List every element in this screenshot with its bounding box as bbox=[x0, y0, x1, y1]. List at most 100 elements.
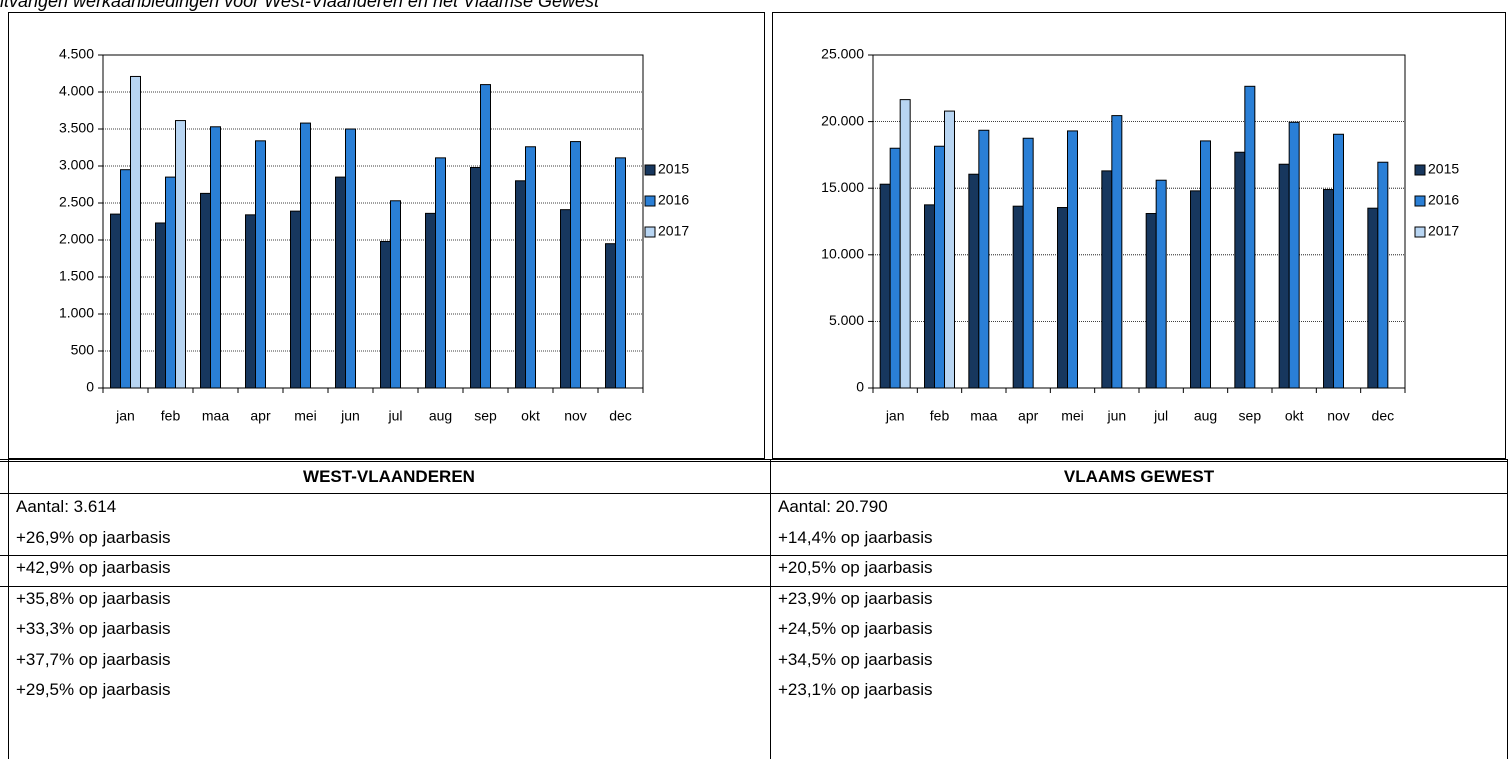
bar bbox=[1101, 170, 1113, 389]
bar bbox=[200, 192, 211, 389]
bar bbox=[1022, 137, 1034, 389]
table-cell: +20,5% op jaarbasis bbox=[770, 553, 1508, 584]
bar bbox=[1234, 151, 1246, 389]
chart-frame bbox=[8, 12, 765, 459]
bar bbox=[130, 75, 141, 389]
bar bbox=[120, 169, 131, 389]
bar bbox=[1190, 190, 1201, 389]
y-tick-label: 3.000 bbox=[59, 157, 94, 173]
x-tick-label: apr bbox=[1018, 408, 1039, 424]
legend-label: 2017 bbox=[658, 223, 689, 239]
legend-swatch bbox=[644, 226, 656, 238]
y-tick-label: 500 bbox=[71, 342, 95, 358]
chart-frame bbox=[772, 12, 1506, 459]
x-tick-label: jun bbox=[340, 408, 360, 424]
bar bbox=[924, 204, 935, 389]
x-tick-label: sep bbox=[1239, 408, 1262, 424]
legend-swatch bbox=[644, 195, 656, 207]
x-tick-label: jan bbox=[885, 408, 905, 424]
bar bbox=[978, 129, 990, 389]
x-tick-label: sep bbox=[474, 408, 497, 424]
charts: 0 500 1.000 1.500 2.000 2.500 3.000 3.500 4.000 4… bbox=[8, 12, 1506, 459]
legend-label: 2015 bbox=[1428, 161, 1459, 177]
cell-text: +20,5% op jaarbasis bbox=[778, 558, 933, 577]
bar bbox=[110, 213, 121, 389]
bar bbox=[1155, 179, 1167, 389]
bar bbox=[570, 141, 581, 389]
y-tick-label: 20.000 bbox=[821, 112, 864, 128]
bar bbox=[470, 166, 481, 389]
bar bbox=[944, 110, 955, 389]
cell-text: +33,3% op jaarbasis bbox=[16, 619, 171, 638]
cell-text: +24,5% op jaarbasis bbox=[778, 619, 933, 638]
cell-text: +29,5% op jaarbasis bbox=[16, 680, 171, 699]
table-cell: +42,9% op jaarbasis bbox=[8, 553, 770, 584]
y-tick-label: 15.000 bbox=[821, 179, 864, 195]
x-tick-label: dec bbox=[1372, 408, 1395, 424]
x-tick-label: maa bbox=[970, 408, 997, 424]
bar bbox=[1377, 161, 1389, 389]
bar bbox=[290, 210, 301, 389]
bar bbox=[1012, 205, 1024, 389]
bar bbox=[390, 200, 401, 389]
cell-text: Aantal: 3.614 bbox=[16, 497, 117, 516]
bar bbox=[615, 157, 626, 389]
y-tick-label: 1.000 bbox=[59, 305, 94, 321]
x-tick-label: feb bbox=[161, 408, 181, 424]
bar bbox=[1244, 85, 1256, 389]
y-tick-label: 2.500 bbox=[59, 194, 94, 210]
x-tick-label: mei bbox=[294, 408, 317, 424]
cell-text: +37,7% op jaarbasis bbox=[16, 649, 171, 669]
x-tick-label: nov bbox=[564, 408, 587, 424]
table-border bbox=[0, 585, 1508, 587]
legend-label: 2016 bbox=[1428, 192, 1459, 208]
bar bbox=[165, 176, 176, 389]
y-tick-label: 2.000 bbox=[59, 231, 94, 247]
y-tick-label: 1.500 bbox=[59, 268, 94, 284]
bar bbox=[255, 140, 266, 389]
x-tick-label: okt bbox=[1285, 408, 1304, 424]
table-header: VLAAMS GEWEST bbox=[1063, 467, 1215, 486]
x-tick-label: okt bbox=[521, 408, 540, 424]
bar bbox=[1367, 207, 1379, 389]
table-border bbox=[8, 459, 9, 759]
bar bbox=[1323, 189, 1334, 389]
bar bbox=[480, 84, 491, 389]
x-tick-label: apr bbox=[250, 408, 271, 424]
table-cell: +35,8% op jaarbasis +33,3% op jaarbasis +3… bbox=[8, 584, 770, 706]
table-border bbox=[770, 459, 771, 759]
legend-label: 2016 bbox=[658, 192, 689, 208]
bar bbox=[1288, 121, 1300, 389]
bar bbox=[1278, 163, 1290, 389]
cell-text: +14,4% op jaarbasis bbox=[778, 527, 933, 547]
x-tick-label: dec bbox=[609, 408, 632, 424]
bar bbox=[1057, 207, 1068, 389]
bar bbox=[560, 209, 571, 389]
bar bbox=[934, 145, 945, 389]
bar bbox=[968, 173, 980, 389]
table-cell: Aantal: 20.790 +14,4% op jaarbasis bbox=[770, 492, 1508, 553]
x-tick-label: maa bbox=[202, 408, 229, 424]
bar bbox=[335, 176, 346, 389]
x-tick-label: jun bbox=[1106, 408, 1126, 424]
bar bbox=[879, 183, 891, 389]
cell-text: Aantal: 20.790 bbox=[778, 497, 888, 516]
bar bbox=[605, 243, 616, 389]
cell-text: +35,8% op jaarbasis bbox=[16, 588, 171, 608]
table-header: WEST-VLAANDEREN bbox=[303, 467, 475, 486]
bar bbox=[1111, 115, 1123, 389]
y-tick-label: 4.000 bbox=[59, 83, 94, 99]
table-border bbox=[0, 459, 1508, 460]
y-tick-label: 4.500 bbox=[59, 46, 94, 62]
table-cell: +23,9% op jaarbasis +24,5% op jaarbasis +3… bbox=[770, 584, 1508, 706]
cell-text: +26,9% op jaarbasis bbox=[16, 527, 171, 547]
x-tick-label: jul bbox=[387, 408, 402, 424]
cell-text: +42,9% op jaarbasis bbox=[16, 558, 171, 577]
x-tick-label: nov bbox=[1327, 408, 1350, 424]
bar bbox=[1333, 133, 1344, 389]
bar bbox=[155, 222, 166, 389]
cell-text: +34,5% op jaarbasis bbox=[778, 649, 933, 669]
bar bbox=[345, 128, 356, 389]
bar bbox=[525, 146, 536, 389]
